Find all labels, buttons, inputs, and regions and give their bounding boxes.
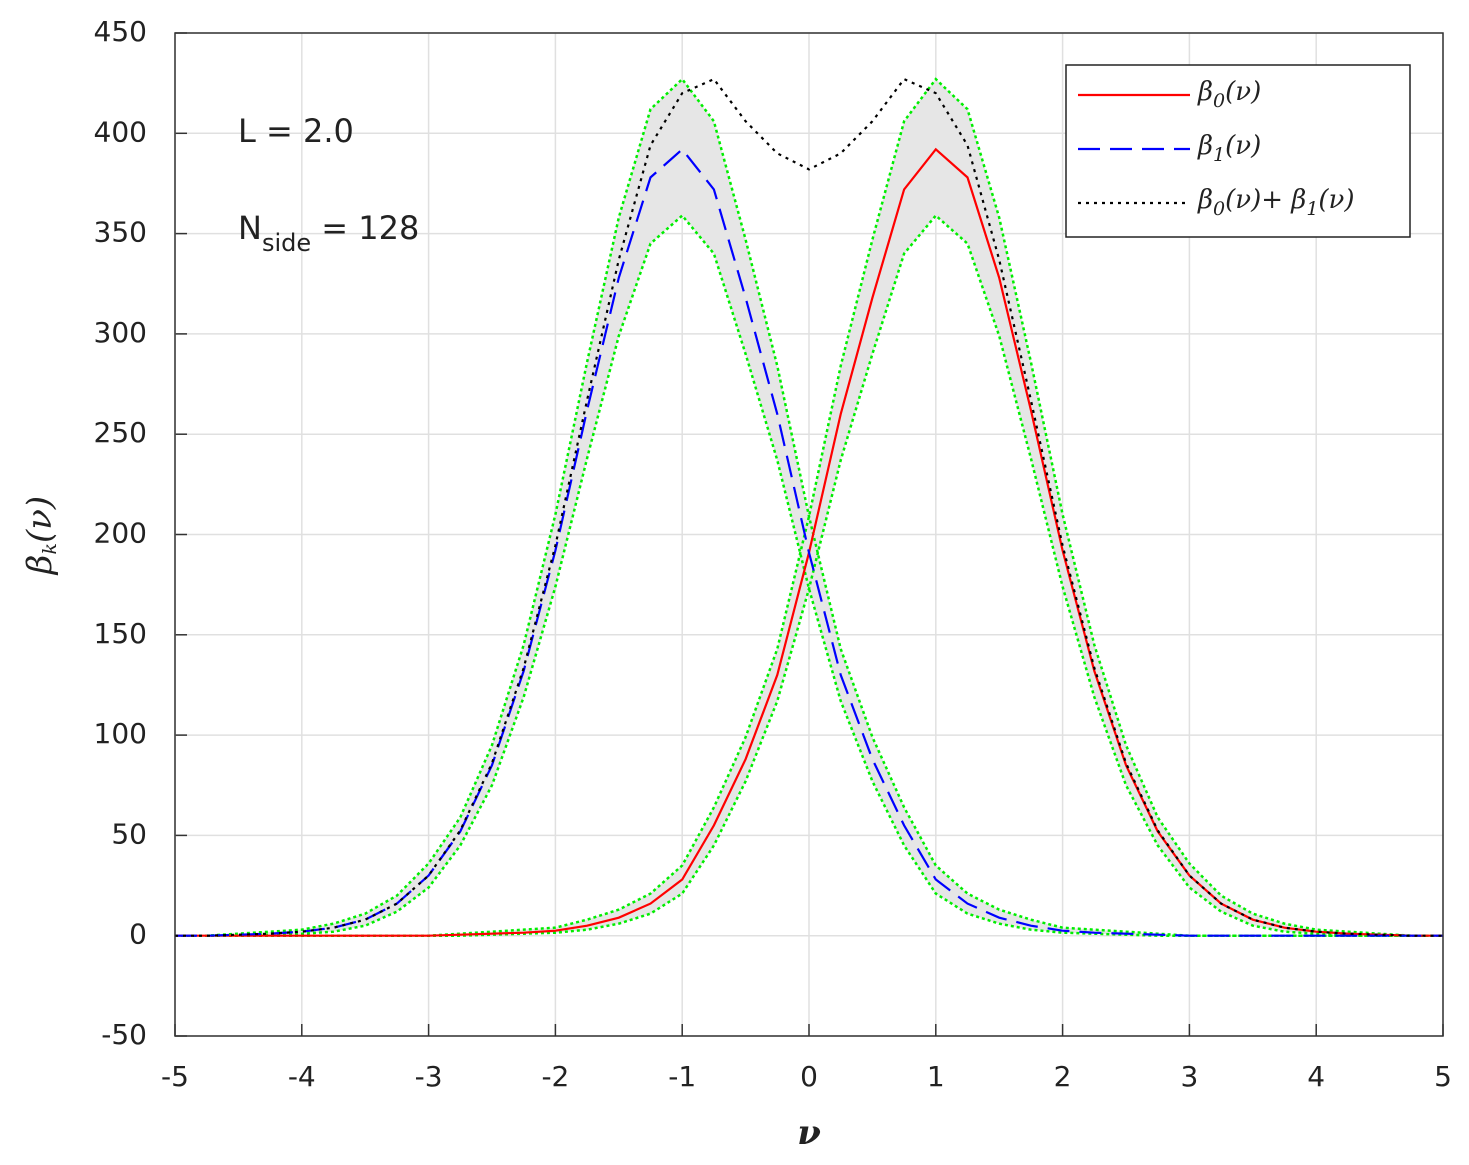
y-tick-label: 300 [94,316,147,349]
y-axis-label: βk(ν) [20,496,61,576]
series-line [175,147,1443,937]
y-tick-label: 350 [94,216,147,249]
x-tick-label: -1 [668,1060,696,1093]
legend: β0(ν) β1(ν) β0(ν)+ β1(ν) [1065,64,1411,238]
y-tick-label: 200 [94,517,147,550]
y-tick-label: 50 [111,817,147,850]
y-tick-label: -50 [101,1018,147,1051]
x-tick-label: 1 [927,1060,945,1093]
legend-label: β1(ν) [1197,131,1261,166]
x-tick-label: 0 [800,1060,818,1093]
x-axis-label: ν [797,1113,821,1153]
series-line [175,77,1443,937]
plot-frame [174,32,1444,1037]
legend-box [1065,64,1411,238]
annotation-part: = 128 [311,209,419,247]
x-tick-label: 2 [1054,1060,1072,1093]
legend-label: β0(ν)+ β1(ν) [1197,185,1355,220]
annotation: L = 2.0 [238,112,354,150]
x-tick-label: -4 [288,1060,316,1093]
x-tick-label: 5 [1434,1060,1452,1093]
y-tick-label: 0 [129,918,147,951]
annotation-part: N [238,209,262,247]
y-tick-label: 450 [94,15,147,48]
annotation: Nside = 128 [238,209,419,257]
x-tick-label: 4 [1307,1060,1325,1093]
y-tick-label: 250 [94,416,147,449]
band-line [175,77,1443,937]
x-tick-label: -3 [415,1060,443,1093]
x-tick-label: 3 [1180,1060,1198,1093]
y-tick-label: 150 [94,617,147,650]
y-tick-label: 400 [94,115,147,148]
x-tick-label: -2 [541,1060,569,1093]
x-tick-label: -5 [161,1060,189,1093]
annotation-part: L = 2.0 [238,112,354,150]
annotation-part: side [262,229,311,257]
y-tick-label: 100 [94,717,147,750]
legend-label: β0(ν) [1197,77,1261,112]
